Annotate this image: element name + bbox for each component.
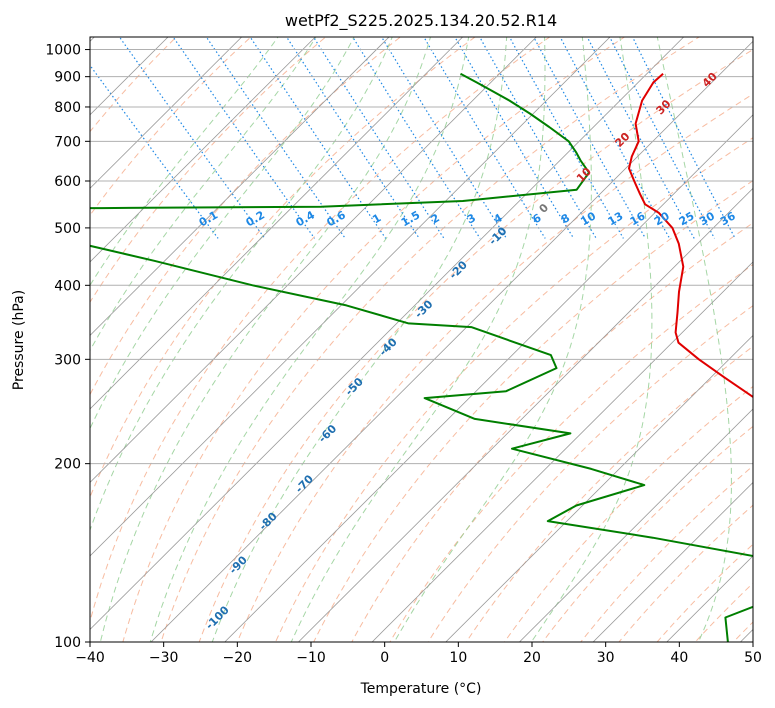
- mixing-ratio-line: [249, 37, 387, 239]
- y-tick-label: 300: [54, 352, 81, 368]
- mixing-ratio-line: [423, 37, 546, 239]
- moist-adiabat: [90, 37, 317, 352]
- x-tick-label: −20: [223, 650, 253, 666]
- isotherm-line: [90, 37, 390, 336]
- plot-frame: [89, 36, 754, 643]
- y-axis-label: Pressure (hPa): [11, 290, 27, 390]
- x-axis-ticks: −40 −30 −20 −10 0 10 20 30 40 50: [75, 642, 762, 666]
- mixing-ratio-line: [90, 64, 219, 239]
- isotherm-line: [445, 334, 753, 642]
- dry-adiabat: [90, 37, 177, 133]
- background-lines: [90, 37, 753, 642]
- y-tick-label: 1000: [45, 43, 81, 59]
- dry-adiabat: [351, 222, 753, 642]
- dry-adiabat: [236, 93, 753, 642]
- isotherm-line: [90, 37, 684, 631]
- x-tick-label: −30: [149, 650, 179, 666]
- isotherm-line: [90, 37, 537, 483]
- isotherm-line: [592, 481, 753, 642]
- y-axis-ticks: 100 200 300 400 500 600 700 800 900 1000: [45, 43, 90, 651]
- moist-adiabat: [393, 37, 592, 642]
- isotherm-line: [371, 261, 753, 642]
- moist-adiabat: [90, 37, 393, 532]
- mixing-ratio-line: [454, 37, 575, 239]
- y-tick-label: 500: [54, 221, 81, 237]
- dry-adiabat: [313, 180, 753, 642]
- dry-adiabat: [503, 385, 753, 642]
- dry-adiabat: [465, 345, 753, 642]
- isotherm-line: [90, 37, 463, 410]
- mixing-ratio-line: [533, 37, 647, 239]
- moist-adiabat: [99, 37, 431, 642]
- y-tick-label: 400: [54, 278, 81, 294]
- x-tick-label: −10: [296, 650, 326, 666]
- moist-adiabat: [290, 37, 546, 642]
- y-tick-label: 200: [54, 457, 81, 473]
- profile-lines: [90, 72, 753, 642]
- plot-area: [90, 37, 753, 642]
- dry-adiabat: [542, 425, 753, 642]
- chart-title: wetPf2_S225.2025.134.20.52.R14: [285, 11, 557, 31]
- grid-lines: [90, 49, 753, 642]
- isotherm-line: [150, 40, 753, 642]
- dry-adiabat: [198, 48, 753, 642]
- mixing-ratio-line: [479, 37, 597, 239]
- isotherm-line: [90, 37, 316, 263]
- isotherm-line: [90, 37, 611, 557]
- x-tick-label: 50: [744, 650, 762, 666]
- dry-adiabat: [90, 37, 551, 624]
- mixing-ratio-line: [559, 37, 671, 239]
- mixing-ratio-line: [205, 37, 346, 239]
- y-tick-label: 800: [54, 100, 81, 116]
- x-tick-label: 20: [523, 650, 541, 666]
- dewpoint-line: [90, 72, 753, 642]
- y-tick-label: 900: [54, 70, 81, 86]
- x-tick-label: 30: [597, 650, 615, 666]
- isotherm-line: [298, 187, 753, 642]
- x-axis-label: Temperature (°C): [360, 681, 482, 697]
- mixing-ratio-line: [172, 37, 316, 239]
- temperature-line: [628, 73, 753, 399]
- mixing-ratio-line: [380, 37, 508, 239]
- x-tick-label: 0: [380, 650, 389, 666]
- isotherm-line: [90, 37, 242, 189]
- y-tick-label: 600: [54, 174, 81, 190]
- isotherm-line: [224, 114, 753, 642]
- moist-adiabat: [149, 37, 470, 642]
- isotherm-line: [519, 408, 753, 642]
- x-tick-label: −40: [75, 650, 105, 666]
- x-tick-label: 40: [670, 650, 688, 666]
- dry-adiabat: [122, 37, 626, 642]
- y-tick-label: 100: [54, 635, 81, 651]
- dry-adiabat: [389, 263, 753, 642]
- x-tick-label: 10: [449, 650, 467, 666]
- dry-adiabat: [274, 137, 753, 642]
- moist-adiabat: [211, 37, 508, 642]
- dry-adiabat: [90, 37, 327, 304]
- y-tick-label: 700: [54, 134, 81, 150]
- dry-adiabat: [160, 37, 701, 642]
- mixing-ratio-line: [508, 37, 624, 239]
- moist-adiabat: [90, 37, 355, 430]
